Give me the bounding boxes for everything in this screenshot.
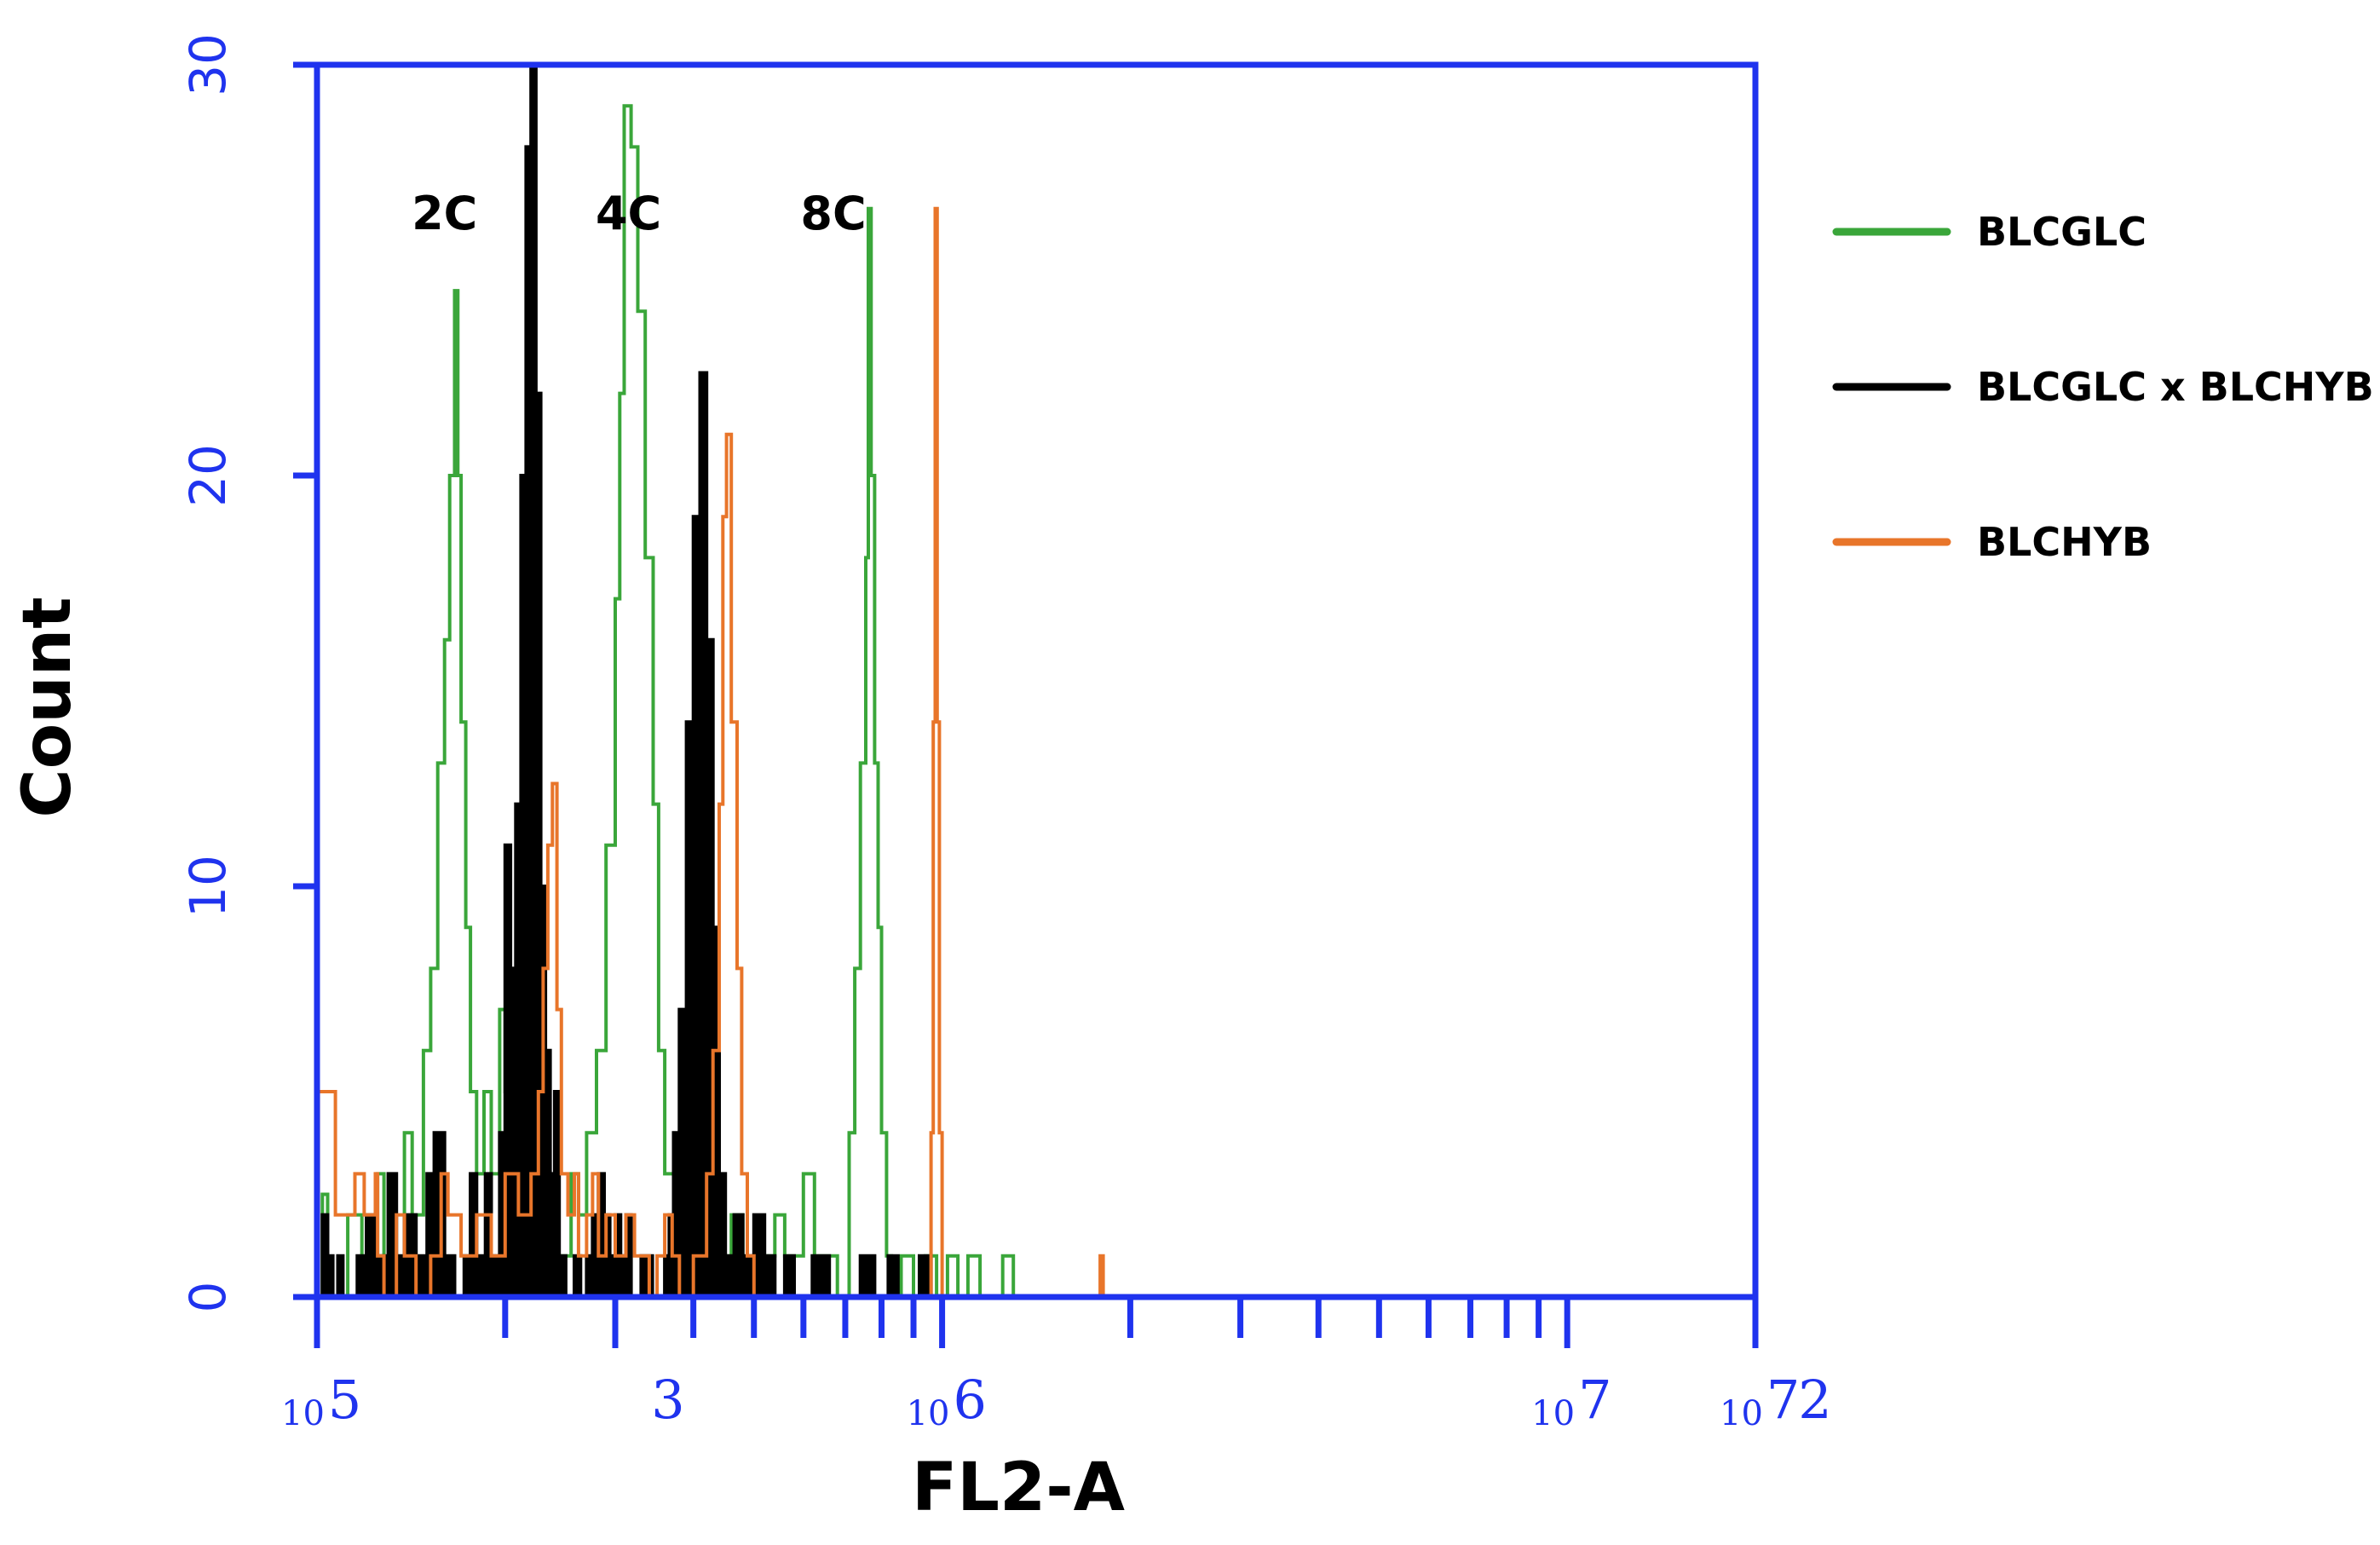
peak-annotations: 2C 4C 8C <box>412 187 867 240</box>
x-tick-exponent: 7 <box>1766 1369 1800 1431</box>
y-tick-label: 10 <box>179 855 237 918</box>
x-tick-label: 3 <box>651 1369 684 1431</box>
peak-label-8c: 8C <box>800 187 866 240</box>
x-axis-title: FL2-A <box>912 1450 1125 1526</box>
y-axis-title: Count <box>9 597 86 817</box>
legend-label-blcglc-x-blchyb: BLCGLC x BLCHYB <box>1977 364 2374 410</box>
legend-label-blcglc: BLCGLC <box>1977 209 2147 255</box>
x-tick-label: 105 <box>281 1369 361 1433</box>
y-tick-label: 20 <box>179 444 237 507</box>
x-tick-base: 10 <box>907 1394 950 1433</box>
x-tick-label: 107 <box>1531 1369 1611 1433</box>
peak-label-2c: 2C <box>412 187 477 240</box>
peak-label-4c: 4C <box>596 187 661 240</box>
x-tick-label: 107 <box>1720 1369 1800 1433</box>
x-tick-label: 106 <box>907 1369 987 1433</box>
x-tick-exponent: 6 <box>953 1369 986 1431</box>
x-tick-exponent: 5 <box>328 1369 361 1431</box>
x-tick-suffix: 2 <box>1798 1369 1831 1431</box>
plot-frame <box>314 61 1759 1300</box>
legend-label-blchyb: BLCHYB <box>1977 519 2152 565</box>
x-tick-base: 10 <box>281 1394 325 1433</box>
y-tick-label: 30 <box>179 33 237 96</box>
x-tick-base: 10 <box>1720 1394 1763 1433</box>
series-blcglc-line <box>317 104 1016 1299</box>
y-tick-label: 0 <box>179 1282 237 1313</box>
series-blchyb-line <box>316 206 1105 1299</box>
x-tick-base: 10 <box>1531 1394 1575 1433</box>
series-layer <box>316 63 1105 1299</box>
x-tick-exponent: 7 <box>1578 1369 1611 1431</box>
legend: BLCGLC BLCGLC x BLCHYB BLCHYB <box>1832 209 2374 565</box>
